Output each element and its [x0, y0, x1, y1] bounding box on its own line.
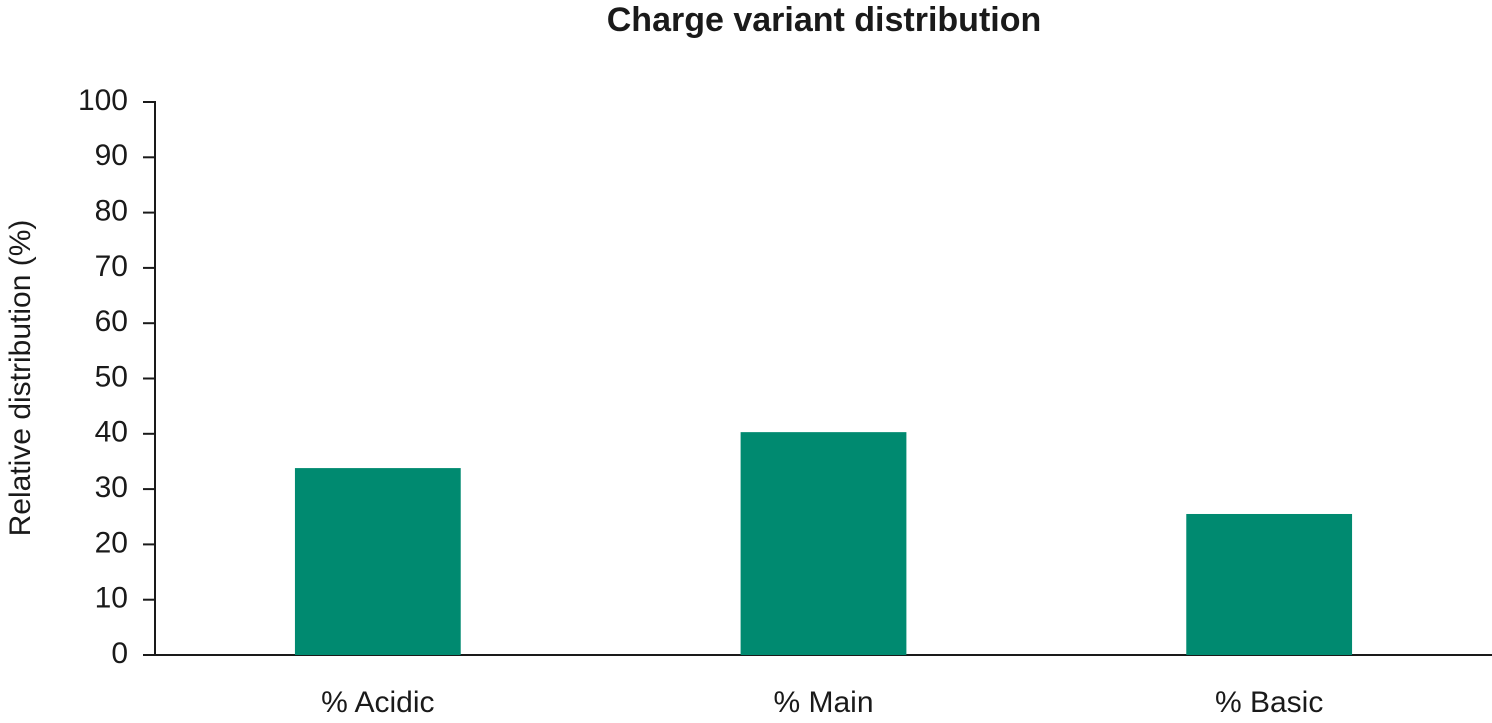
y-tick-label: 90: [95, 139, 128, 172]
y-tick-label: 10: [95, 582, 128, 615]
y-tick-label: 60: [95, 305, 128, 338]
bar: [294, 468, 461, 655]
y-tick-label: 0: [111, 637, 128, 670]
y-tick-label: 40: [95, 416, 128, 449]
y-tick-label: 100: [78, 84, 128, 117]
bar: [740, 432, 907, 655]
y-tick-label: 80: [95, 195, 128, 228]
chart-title: Charge variant distribution: [607, 1, 1042, 39]
x-tick-label: % Basic: [1215, 686, 1323, 719]
y-tick-label: 70: [95, 250, 128, 283]
y-tick-label: 30: [95, 471, 128, 504]
x-tick-label: % Acidic: [321, 686, 434, 719]
y-tick-label: 50: [95, 360, 128, 393]
y-tick-label: 20: [95, 526, 128, 559]
y-axis-label: Relative distribution (%): [4, 220, 37, 537]
bar: [1186, 513, 1353, 655]
x-tick-label: % Main: [773, 686, 873, 719]
